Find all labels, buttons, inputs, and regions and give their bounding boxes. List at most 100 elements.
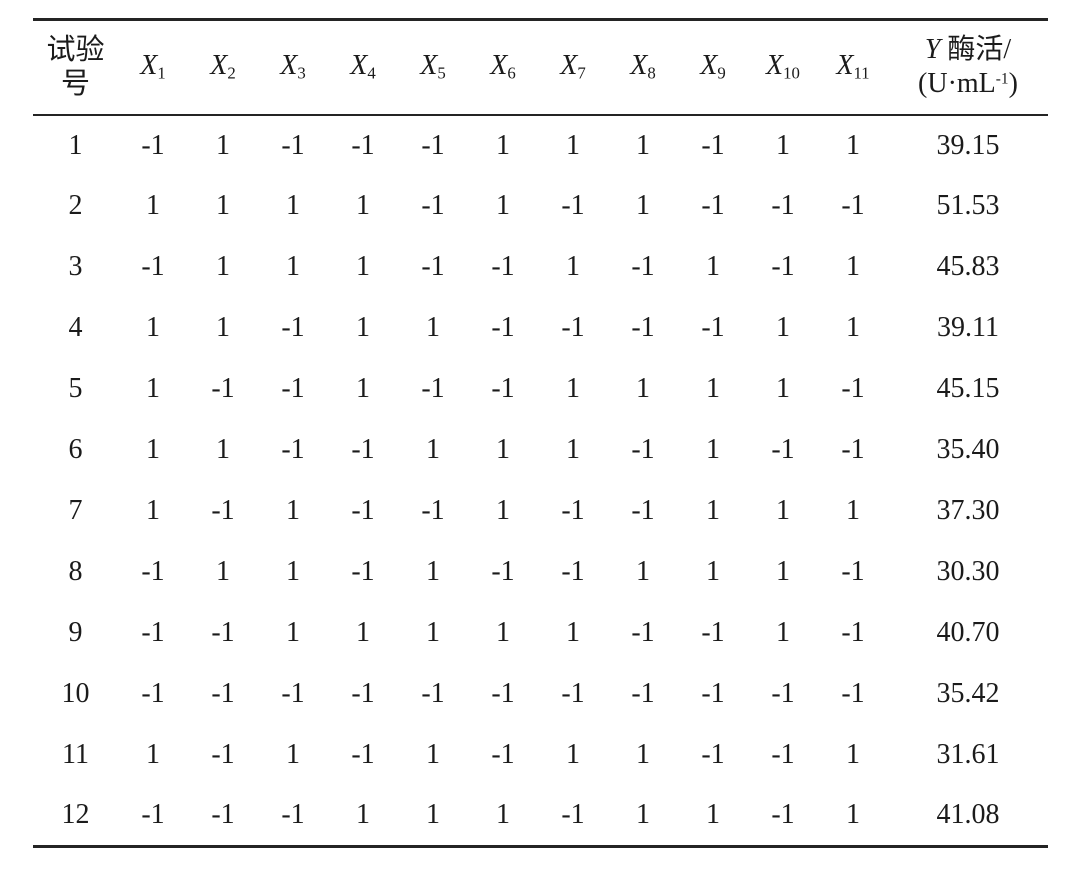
cell-x3-level: -1 [281, 678, 305, 709]
cell-x6-level: 1 [496, 799, 510, 831]
y-unit-pre: (U·mL [918, 68, 996, 100]
cell-x4-level: 1 [356, 190, 370, 221]
cell-x4-level: 1 [356, 799, 370, 831]
cell-x10-level: 1 [776, 495, 790, 526]
cell-x11-level: -1 [841, 678, 865, 709]
table-row: 1 -1 1 -1 -1 -1 1 1 1 -1 1 1 39.15 [33, 115, 1048, 176]
cell-x9-level: -1 [701, 312, 725, 343]
cell-x5-level: -1 [421, 129, 445, 161]
cell-x7-level: -1 [561, 799, 585, 831]
cell-x6-level: -1 [491, 312, 515, 343]
cell-run-number: 8 [68, 556, 83, 587]
cell-x3-level: 1 [286, 556, 300, 587]
factor-subscript: 4 [367, 64, 376, 84]
cell-x3-level: 1 [286, 251, 300, 282]
header-cell-x5: X5 [398, 20, 468, 115]
cell-x2-level: -1 [211, 799, 235, 831]
cell-x5-level: 1 [426, 312, 440, 343]
table-row: 2 1 1 1 1 -1 1 -1 1 -1 -1 -1 51.53 [33, 176, 1048, 237]
cell-x7-level: -1 [561, 190, 585, 221]
cell-x6-level: -1 [491, 251, 515, 282]
cell-x1-level: -1 [141, 556, 165, 587]
cell-x3-level: -1 [281, 129, 305, 161]
cell-x4-level: -1 [351, 739, 375, 770]
cell-x8-level: 1 [636, 556, 650, 587]
cell-x9-level: 1 [706, 556, 720, 587]
cell-x1-level: 1 [146, 495, 160, 526]
cell-x11-level: 1 [846, 251, 860, 282]
header-cell-x6: X6 [468, 20, 538, 115]
cell-x2-level: 1 [216, 129, 230, 161]
cell-x11-level: 1 [846, 129, 860, 161]
cell-x2-level: 1 [216, 312, 230, 343]
cell-x6-level: 1 [496, 495, 510, 526]
cell-x1-level: 1 [146, 434, 160, 465]
cell-run-number: 7 [68, 495, 83, 526]
plackett-burman-design-table: 试验号 X1 X2 X3 X4 X5 X6 X7 X8 X9 X10 X11 Y 酶活/(U·mL-1)… [33, 18, 1048, 848]
factor-subscript: 7 [577, 64, 586, 84]
cell-y-enzyme-activity: 40.70 [936, 617, 1000, 648]
cell-run-number: 5 [68, 373, 83, 404]
cell-x7-level: 1 [566, 251, 580, 282]
y-unit-line: (U·mL-1) [888, 67, 1048, 101]
cell-x1-level: 1 [146, 373, 160, 404]
cell-x8-level: 1 [636, 799, 650, 831]
cell-x2-level: -1 [211, 495, 235, 526]
cell-x6-level: 1 [496, 129, 510, 161]
cell-x8-level: -1 [631, 251, 655, 282]
cell-x2-level: 1 [216, 434, 230, 465]
cell-x2-level: 1 [216, 556, 230, 587]
table-row: 5 1 -1 -1 1 -1 -1 1 1 1 1 -1 45.15 [33, 359, 1048, 420]
table-body: 1 -1 1 -1 -1 -1 1 1 1 -1 1 1 39.15 2 1 1 1 1 -1 1 -1 1 -1 -1 -1 5… [33, 115, 1048, 847]
header-cell-y-enzyme-activity: Y 酶活/(U·mL-1) [888, 20, 1048, 115]
cell-x6-level: -1 [491, 678, 515, 709]
cell-run-number: 9 [68, 617, 83, 648]
header-cell-x10: X10 [748, 20, 818, 115]
cell-x2-level: -1 [211, 739, 235, 770]
factor-symbol: X [350, 50, 368, 82]
table-header: 试验号 X1 X2 X3 X4 X5 X6 X7 X8 X9 X10 X11 Y 酶活/(U·mL-1) [33, 20, 1048, 115]
factor-subscript: 5 [437, 64, 446, 84]
cell-x2-level: -1 [211, 678, 235, 709]
cell-x4-level: -1 [351, 495, 375, 526]
cell-x5-level: 1 [426, 799, 440, 831]
cell-y-enzyme-activity: 35.42 [936, 678, 1000, 709]
factor-symbol: X [280, 50, 298, 82]
cell-x1-level: -1 [141, 251, 165, 282]
cell-run-number: 2 [68, 190, 83, 221]
cell-x1-level: 1 [146, 190, 160, 221]
cell-x5-level: -1 [421, 373, 445, 404]
table-row: 12 -1 -1 -1 1 1 1 -1 1 1 -1 1 41.08 [33, 786, 1048, 847]
cell-run-number: 11 [62, 739, 89, 770]
header-cell-x11: X11 [818, 20, 888, 115]
cell-x10-level: -1 [771, 190, 795, 221]
table-row: 9 -1 -1 1 1 1 1 1 -1 -1 1 -1 40.70 [33, 603, 1048, 664]
cell-x8-level: -1 [631, 617, 655, 648]
factor-symbol: X [630, 50, 648, 82]
cell-x1-level: -1 [141, 678, 165, 709]
cell-x9-level: 1 [706, 251, 720, 282]
cell-x2-level: -1 [211, 373, 235, 404]
run-number-label-line: 试验 [46, 34, 105, 67]
factor-symbol: X [560, 50, 578, 82]
cell-x7-level: -1 [561, 556, 585, 587]
cell-x5-level: 1 [426, 556, 440, 587]
cell-x11-level: 1 [846, 312, 860, 343]
cell-x1-level: -1 [141, 799, 165, 831]
cell-run-number: 10 [61, 678, 90, 709]
header-cell-run-number: 试验号 [33, 20, 118, 115]
cell-x11-level: -1 [841, 373, 865, 404]
cell-x3-level: 1 [286, 739, 300, 770]
cell-x5-level: -1 [421, 495, 445, 526]
cell-x11-level: 1 [846, 739, 860, 770]
factor-symbol: X [700, 50, 718, 82]
cell-x1-level: 1 [146, 739, 160, 770]
cell-x7-level: -1 [561, 495, 585, 526]
cell-x7-level: 1 [566, 129, 580, 161]
factor-symbol: X [836, 50, 854, 82]
cell-y-enzyme-activity: 51.53 [936, 190, 1000, 221]
cell-x5-level: 1 [426, 434, 440, 465]
cell-y-enzyme-activity: 37.30 [936, 495, 1000, 526]
cell-x8-level: -1 [631, 495, 655, 526]
header-cell-x7: X7 [538, 20, 608, 115]
